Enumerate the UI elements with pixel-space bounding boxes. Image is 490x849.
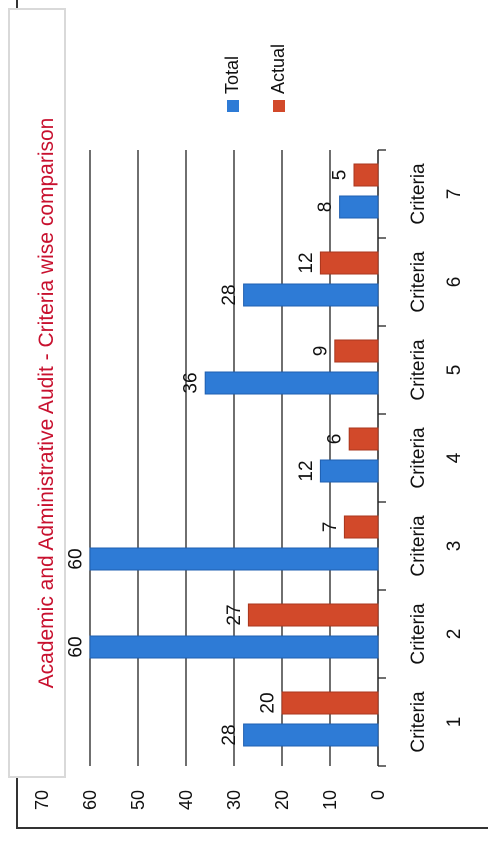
data-label-total: 12 [296,460,317,481]
chart-title-box: Academic and Administrative Audit - Crit… [8,8,66,778]
value-tick-label: 40 [176,790,196,810]
data-label-total: 60 [66,636,87,657]
value-tick-label: 70 [32,790,52,810]
value-tick-label: 50 [128,790,148,810]
bar-total [89,635,379,659]
category-label: Criteria 5 [408,339,465,401]
category-label: Criteria 4 [408,427,465,489]
bar-actual [343,515,379,539]
bar-actual [281,691,379,715]
value-tick-label: 10 [320,790,340,810]
value-tick-label: 0 [368,790,388,800]
category-label: Criteria 1 [408,691,465,753]
data-label-total: 28 [219,724,240,745]
legend-label-actual: Actual [268,43,288,94]
data-label-total: 28 [219,284,240,305]
bar-total [243,723,379,747]
data-label-total: 60 [66,548,87,569]
legend-swatch-total [226,100,239,112]
category-label: Criteria 7 [408,163,465,225]
bar-total [243,283,379,307]
data-label-actual: 5 [330,170,351,181]
bar-actual [247,603,379,627]
data-label-actual: 20 [258,692,279,713]
legend-item-actual: Actual [268,44,289,112]
data-label-actual: 12 [296,252,317,273]
bar-total [319,459,379,483]
legend-swatch-actual [272,100,285,112]
data-label-actual: 6 [325,434,346,445]
legend-item-total: Total [222,56,243,112]
data-label-actual: 9 [310,346,331,357]
data-label-actual: 7 [320,522,341,533]
value-tick-label: 60 [80,790,100,810]
bar-total [339,195,379,219]
category-label: Criteria 3 [408,515,465,577]
data-label-total: 36 [181,372,202,393]
bar-actual [334,339,379,363]
bar-total [204,371,379,395]
value-tick-label: 30 [224,790,244,810]
bar-actual [353,163,379,187]
chart-title: Academic and Administrative Audit - Crit… [35,117,58,689]
legend-label-total: Total [222,55,242,94]
category-label: Criteria 6 [408,251,465,313]
bar-total [89,547,379,571]
category-label: Criteria 2 [408,603,465,665]
data-label-total: 8 [315,202,336,213]
bar-actual [319,251,379,275]
value-tick-label: 20 [272,790,292,810]
bar-actual [348,427,379,451]
data-label-actual: 27 [224,604,245,625]
